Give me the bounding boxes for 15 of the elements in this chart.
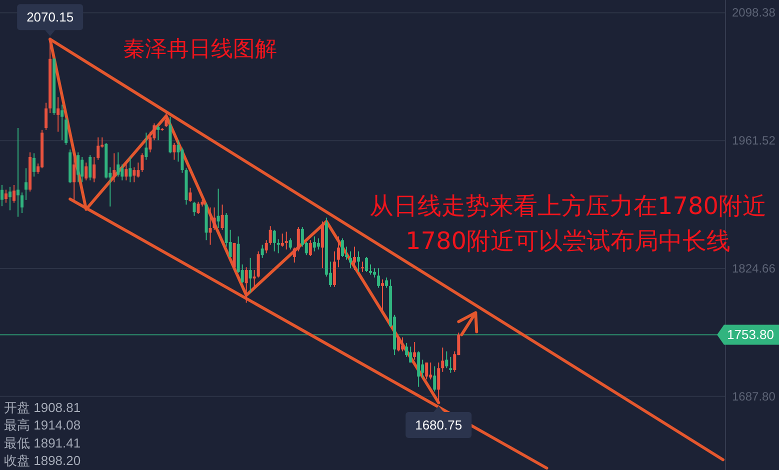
y-tick-label: 1961.52 [732, 134, 776, 148]
ref-line-label: 1753.80 [727, 327, 774, 342]
readout: 开盘 1908.81 [4, 400, 81, 415]
title: 秦泽冉日线图解 [123, 37, 277, 62]
y-tick-label: 1687.80 [732, 389, 776, 404]
annotation: 2070.15 [26, 10, 74, 25]
subtitle: 从日线走势来看上方压力在1780附近 [369, 192, 767, 220]
readout: 收盘 1898.20 [4, 453, 81, 468]
readout: 最低 1891.41 [4, 435, 81, 450]
y-tick-label: 2098.38 [732, 6, 776, 20]
annotation: 1680.75 [415, 417, 462, 432]
ref-label: 1753.80 [717, 324, 779, 345]
y-tick-label: 1824.66 [732, 262, 776, 276]
subtitle: 1780附近可以尝试布局中长线 [405, 227, 731, 255]
readout: 最高 1914.08 [4, 418, 81, 433]
